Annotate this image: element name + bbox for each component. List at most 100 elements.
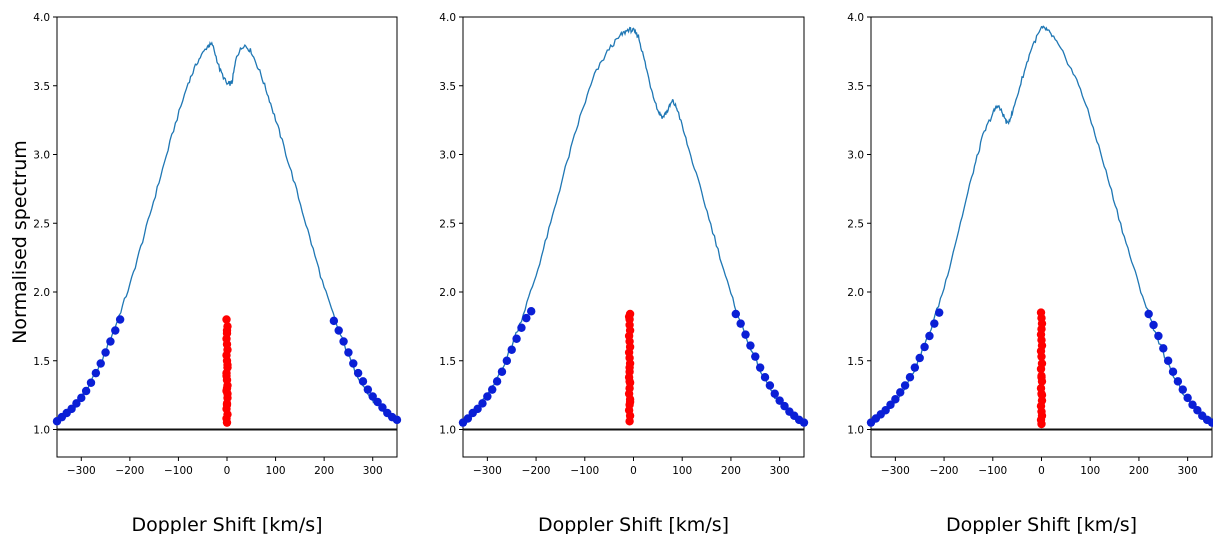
blue-point (492, 377, 502, 386)
blue-point (473, 404, 482, 414)
blue-point (106, 337, 115, 346)
x-tick-label: 0 (630, 465, 637, 477)
blue-point (353, 368, 363, 378)
chart-panel-1: 1.0 1.5 2.0 2.5 3.0 3.5 4.0 −300 −200 −100 0 100 200… (33, 12, 402, 534)
red-point (1036, 384, 1046, 393)
blue-point (497, 367, 507, 376)
chart-panel-2: 1.0 1.5 2.0 2.5 3.0 3.5 4.0 −300 −200 −100 0 100 200… (439, 12, 809, 534)
y-tick-label: 4.0 (439, 12, 456, 24)
blue-point (1159, 344, 1168, 353)
blue-point (736, 319, 745, 328)
blue-point (775, 396, 784, 405)
red-point (222, 371, 231, 381)
axes-frame (462, 16, 805, 458)
x-axis-label: Doppler Shift [km/s] (538, 514, 729, 534)
blue-point (755, 363, 765, 372)
x-tick-label: 200 (1129, 465, 1149, 477)
x-tick-label: −100 (570, 465, 599, 477)
y-tick-label: 3.5 (847, 81, 864, 93)
blue-point (770, 389, 779, 398)
blue-point (363, 385, 373, 394)
y-tick-label: 1.5 (33, 356, 50, 368)
blue-point (751, 352, 760, 361)
blue-point (522, 313, 531, 323)
blue-point (1188, 400, 1197, 409)
blue-point (760, 373, 770, 382)
blue-point (81, 386, 91, 396)
y-tick-label: 1.0 (847, 425, 864, 437)
blue-point (896, 388, 905, 397)
x-tick-label: −200 (930, 465, 959, 477)
y-tick-label: 3.5 (439, 81, 456, 93)
x-tick-label: −300 (881, 465, 910, 477)
blue-point (512, 334, 521, 343)
blue-point (925, 331, 934, 341)
red-point (223, 360, 232, 370)
blue-point (930, 319, 939, 328)
red-point (222, 326, 232, 335)
red-point (625, 377, 634, 386)
blue-point (488, 385, 497, 394)
x-axis-label: Doppler Shift [km/s] (946, 514, 1137, 534)
y-tick-label: 1.5 (847, 356, 864, 368)
y-tick-label: 3.5 (33, 81, 50, 93)
blue-point (741, 330, 750, 339)
blue-point (329, 316, 339, 326)
blue-point (1154, 331, 1163, 341)
y-tick-label: 2.5 (33, 218, 50, 230)
blue-point (1183, 393, 1192, 403)
blue-point (96, 359, 105, 368)
blue-point (67, 404, 76, 414)
blue-point (349, 359, 358, 368)
spectrum-line (870, 25, 1213, 423)
blue-point (1193, 406, 1202, 415)
blue-point (111, 326, 120, 335)
y-tick-label: 2.0 (847, 287, 864, 299)
spectrum-line (462, 26, 805, 426)
y-tick-label: 3.0 (33, 150, 50, 162)
y-tick-label: 2.0 (439, 287, 456, 299)
red-point (624, 312, 634, 321)
blue-point (1144, 309, 1153, 319)
blue-point (115, 315, 125, 324)
blue-point (891, 395, 900, 404)
blue-point (334, 326, 343, 335)
y-axis-label: Normalised spectrum (9, 140, 31, 344)
blue-point (86, 378, 96, 387)
red-point (1037, 373, 1046, 382)
x-tick-label: −300 (67, 465, 96, 477)
x-tick-label: 100 (672, 465, 692, 477)
y-tick-label: 3.0 (847, 150, 864, 162)
y-tick-label: 2.5 (847, 218, 864, 230)
blue-point (91, 368, 101, 378)
blue-point (344, 348, 353, 357)
red-point (222, 384, 232, 393)
y-tick-label: 2.0 (33, 287, 50, 299)
y-tick-label: 2.5 (439, 218, 456, 230)
blue-point (1149, 320, 1158, 330)
blue-point (900, 381, 910, 390)
x-tick-label: −100 (164, 465, 193, 477)
blue-point (368, 392, 377, 401)
blue-point (378, 403, 387, 412)
y-tick-label: 1.5 (439, 356, 456, 368)
blue-point (915, 353, 924, 363)
y-tick-label: 3.0 (439, 150, 456, 162)
red-point (1037, 390, 1047, 400)
blue-point (1163, 356, 1173, 365)
blue-point (339, 337, 348, 346)
spectrum-line (56, 40, 398, 425)
blue-point (1168, 367, 1178, 376)
x-tick-label: 100 (266, 465, 286, 477)
x-tick-label: −300 (473, 465, 502, 477)
blue-point (101, 348, 110, 357)
x-tick-label: 200 (721, 465, 741, 477)
blue-point (746, 341, 755, 350)
blue-point (910, 363, 920, 372)
blue-point (920, 342, 929, 352)
red-point (625, 397, 635, 407)
x-tick-label: −100 (978, 465, 1007, 477)
blue-point (799, 418, 809, 427)
red-point (1037, 359, 1047, 368)
